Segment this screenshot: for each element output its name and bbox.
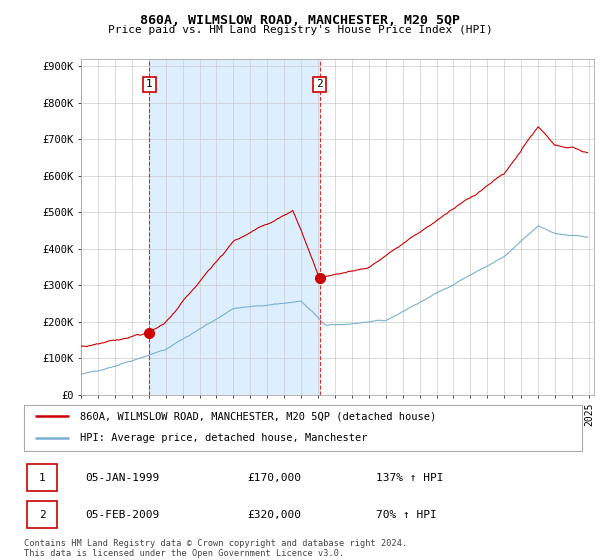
Text: 1: 1: [146, 80, 153, 90]
Text: 860A, WILMSLOW ROAD, MANCHESTER, M20 5QP (detached house): 860A, WILMSLOW ROAD, MANCHESTER, M20 5QP…: [80, 412, 436, 421]
Text: 860A, WILMSLOW ROAD, MANCHESTER, M20 5QP: 860A, WILMSLOW ROAD, MANCHESTER, M20 5QP: [140, 14, 460, 27]
Text: 70% ↑ HPI: 70% ↑ HPI: [376, 510, 436, 520]
Text: 1: 1: [39, 473, 46, 483]
Text: 2: 2: [316, 80, 323, 90]
Text: Price paid vs. HM Land Registry's House Price Index (HPI): Price paid vs. HM Land Registry's House …: [107, 25, 493, 35]
Bar: [27, 501, 58, 528]
Bar: [149, 59, 320, 395]
Text: £170,000: £170,000: [247, 473, 301, 483]
Text: 137% ↑ HPI: 137% ↑ HPI: [376, 473, 443, 483]
Text: 05-JAN-1999: 05-JAN-1999: [85, 473, 160, 483]
Text: 05-FEB-2009: 05-FEB-2009: [85, 510, 160, 520]
Text: 2: 2: [39, 510, 46, 520]
Text: £320,000: £320,000: [247, 510, 301, 520]
Text: HPI: Average price, detached house, Manchester: HPI: Average price, detached house, Manc…: [80, 433, 367, 443]
Bar: [27, 464, 58, 491]
Text: Contains HM Land Registry data © Crown copyright and database right 2024.
This d: Contains HM Land Registry data © Crown c…: [24, 539, 407, 558]
